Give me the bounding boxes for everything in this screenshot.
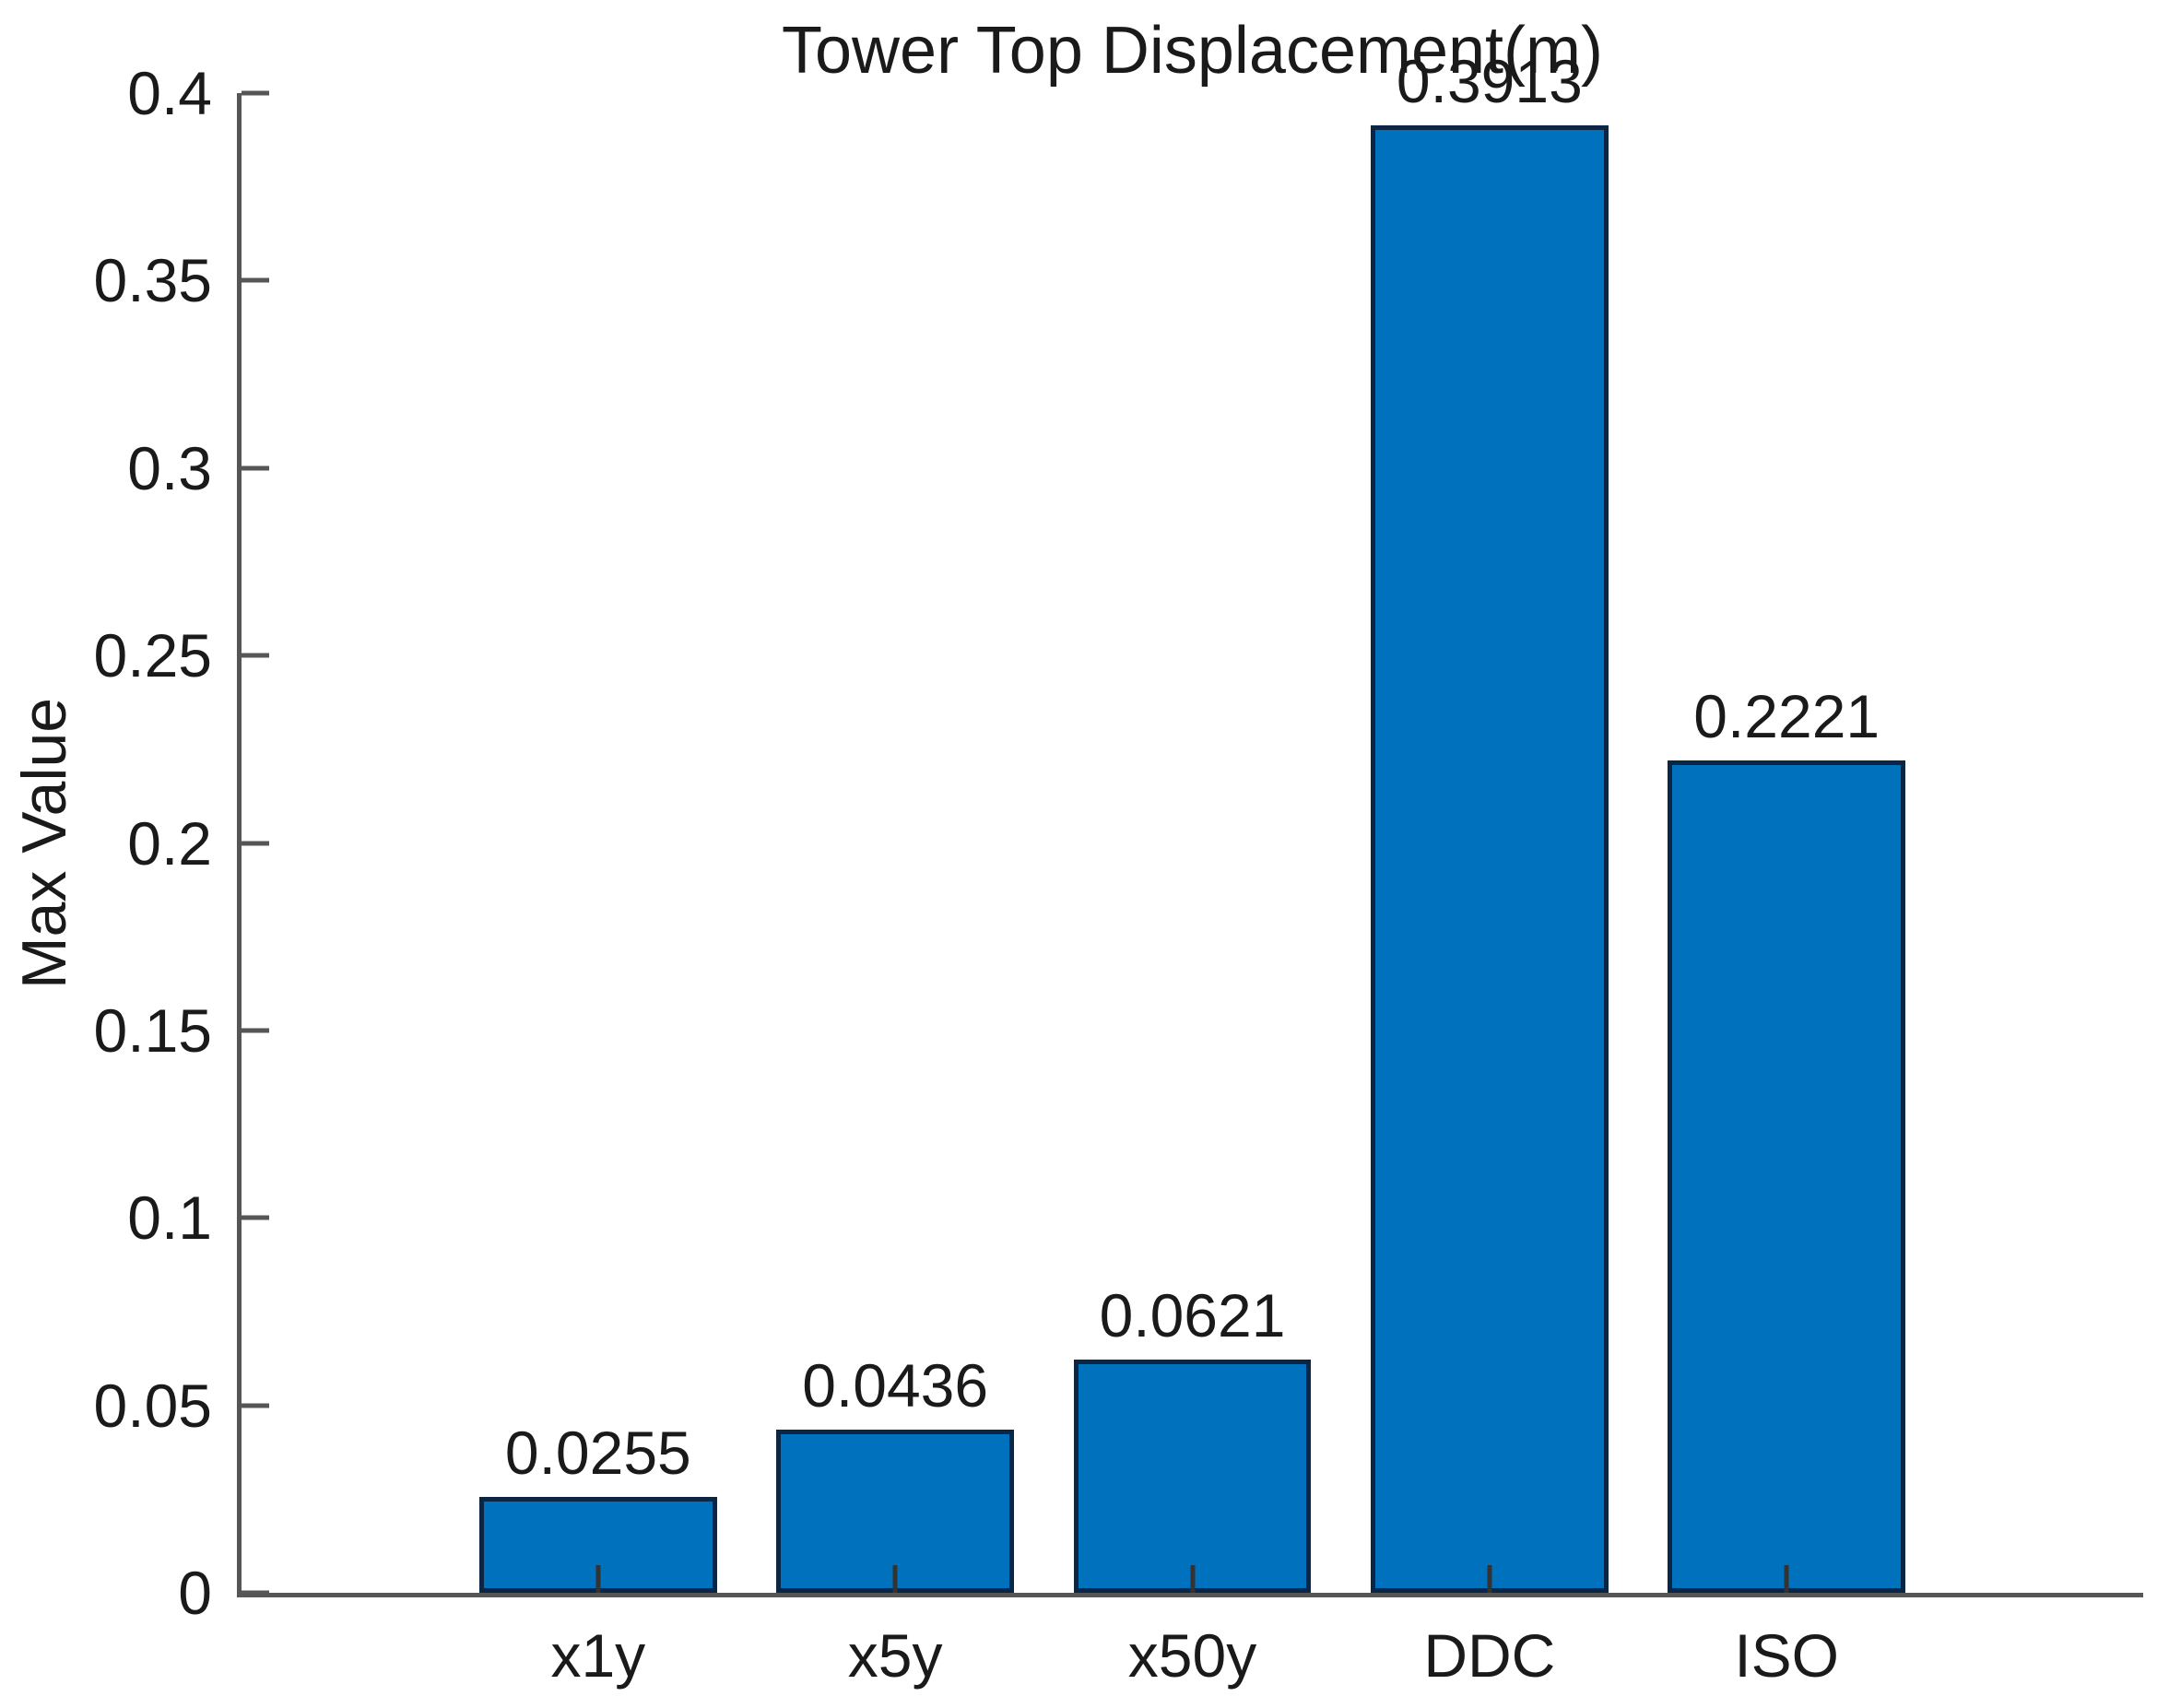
x-tick-mark [1784,1565,1789,1593]
y-tick-label: 0.15 [93,995,212,1065]
y-tick-mark [242,1590,269,1596]
y-tick-mark [242,653,269,658]
y-tick-mark [242,1403,269,1408]
y-tick-mark [242,1215,269,1220]
y-tick-label: 0.4 [127,59,212,127]
x-tick-mark [892,1565,898,1593]
x-tick-label-ISO: ISO [1734,1621,1840,1690]
y-tick-label: 0.3 [127,433,212,502]
bar-DDC [1370,125,1609,1593]
y-tick-label: 0.05 [93,1371,212,1440]
x-tick-mark [595,1565,601,1593]
y-tick-label: 0.35 [93,246,212,315]
bar-x50y [1073,1360,1312,1593]
y-tick-label: 0.25 [93,621,212,690]
bar-value-label-x1y: 0.0255 [504,1419,691,1488]
y-tick-label: 0.1 [127,1184,212,1253]
y-tick-mark [242,90,269,96]
x-tick-label-x1y: x1y [550,1621,646,1690]
x-tick-label-x5y: x5y [847,1621,943,1690]
y-tick-mark [242,277,269,283]
x-tick-mark [1487,1565,1492,1593]
x-tick-label-DDC: DDC [1423,1621,1556,1690]
bar-value-label-x5y: 0.0436 [802,1350,989,1419]
bar-ISO [1668,760,1906,1593]
bar-value-label-ISO: 0.2221 [1693,681,1880,750]
chart-title: Tower Top Displacement(m) [782,14,1603,88]
y-tick-label: 0.2 [127,808,212,878]
y-tick-mark [242,465,269,471]
x-axis-line [237,1593,2143,1597]
y-tick-mark [242,841,269,845]
y-axis-line [237,93,242,1597]
bar-value-label-x50y: 0.0621 [1099,1281,1286,1350]
bar-value-label-DDC: 0.3913 [1396,47,1583,116]
x-tick-mark [1190,1565,1195,1593]
y-tick-label: 0 [178,1559,212,1627]
y-tick-mark [242,1028,269,1033]
plot-area: 0.0255 0.0436 0.0621 0.3913 0.2221 [237,47,2143,1597]
x-tick-label-x50y: x50y [1127,1621,1257,1690]
